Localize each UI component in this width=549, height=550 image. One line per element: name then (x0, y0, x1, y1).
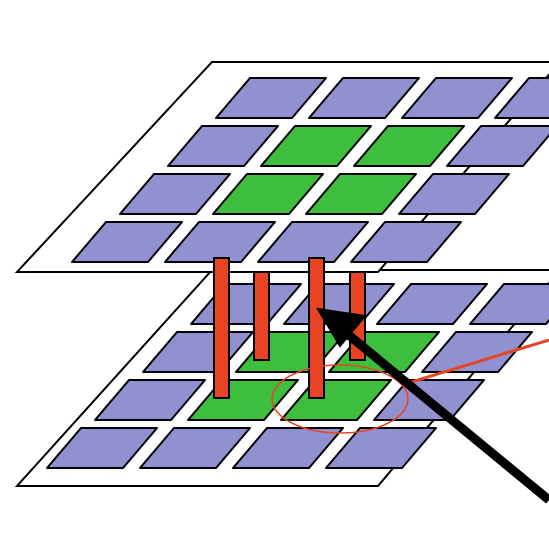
top-layer-cell-2-1-highlight (260, 125, 372, 167)
top-layer-cell-3-2 (401, 77, 513, 119)
bottom-layer (14, 269, 549, 487)
pointer-arrow-head (316, 307, 367, 348)
bottom-layer-cell-0-1 (139, 427, 251, 469)
top-layer-cell-3-1 (308, 77, 420, 119)
top-layer-cell-3-0 (215, 77, 327, 119)
bottom-layer-cell-0-2 (232, 427, 344, 469)
bottom-layer-cell-3-3 (469, 283, 549, 325)
top-layer-cell-3-3 (494, 77, 549, 119)
annotations (213, 257, 549, 504)
top-layer-cell-1-3 (398, 173, 510, 215)
top-layer-cell-1-0 (119, 173, 231, 215)
top-layer-cell-2-3 (446, 125, 549, 167)
top-layer-cell-1-1-highlight (212, 173, 324, 215)
top-layer-cell-2-0 (167, 125, 279, 167)
bottom-layer-cell-3-2 (376, 283, 488, 325)
top-layer-cell-0-0 (71, 221, 183, 263)
top-layer-cell-1-2-highlight (305, 173, 417, 215)
bottom-layer-cell-2-3 (421, 331, 533, 373)
connector-pillar-front (213, 257, 230, 399)
top-layer (14, 61, 549, 273)
bottom-layer-cell-0-3 (325, 427, 437, 469)
top-layer-cell-2-2-highlight (353, 125, 465, 167)
bottom-layer-cell-0-0 (46, 427, 158, 469)
highlight-circle (271, 364, 409, 434)
pointer-arrow-shaft (342, 328, 549, 504)
connector-pillar-front (308, 257, 325, 399)
callout-line (407, 338, 549, 385)
top-layer-cell-0-3 (350, 221, 462, 263)
bottom-layer-cell-1-0 (94, 379, 206, 421)
